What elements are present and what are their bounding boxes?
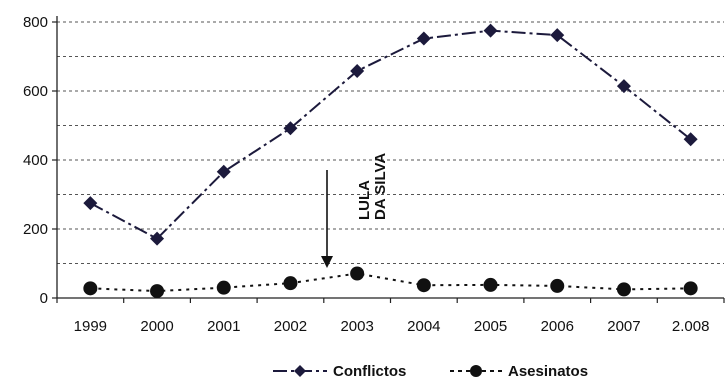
data-point-diamond [416,31,431,46]
x-tick-label: 1999 [74,318,107,335]
legend-marker-diamond [294,365,306,377]
x-tick-label: 2001 [207,318,240,335]
legend-label-asesinatos: Asesinatos [508,363,588,379]
y-tick-label: 400 [23,152,48,169]
x-tick-label: 2007 [607,318,640,335]
data-point-circle [83,281,98,296]
legend-item-conflictos: Conflictos [273,363,406,379]
x-tick-label: 2006 [541,318,574,335]
annotation-arrowhead [321,256,333,268]
x-tick-label: 2003 [340,318,373,335]
series-line-conflictos [89,29,692,240]
data-point-circle [483,277,498,292]
y-tick-label: 800 [23,14,48,31]
x-tick-label: 2.008 [672,318,710,335]
data-point-diamond [350,63,365,78]
x-tick-label: 2005 [474,318,507,335]
y-tick-label: 600 [23,83,48,100]
data-point-circle [683,281,698,296]
legend: Conflictos Asesinatos [273,363,588,379]
axes: 0 200 400 600 800 1999 2000 2001 2002 2003 2004 200… [23,14,725,335]
data-point-circle [550,278,565,293]
legend-item-asesinatos: Asesinatos [450,363,588,379]
series-line-asesinatos [90,272,691,293]
annotation-label-line-2: DA SILVA [372,153,389,220]
data-point-circle [416,278,431,293]
data-point-diamond [216,164,231,179]
x-tick-label: 2002 [274,318,307,335]
legend-marker-circle [470,365,482,377]
data-point-circle [150,284,165,299]
data-point-diamond [150,231,165,246]
legend-label-conflictos: Conflictos [333,363,406,379]
data-point-circle [216,280,231,295]
data-point-diamond [283,121,298,136]
data-point-diamond [83,196,98,211]
data-point-circle [283,276,298,291]
grid-lines [57,21,724,264]
data-point-circle [616,282,631,297]
data-point-diamond [616,79,631,94]
series-layer [83,23,698,299]
data-point-diamond [550,28,565,43]
series-asesinatos [83,266,698,299]
y-tick-label: 0 [40,290,48,307]
x-tick-label: 2004 [407,318,440,335]
x-tick-label: 2000 [140,318,173,335]
data-point-circle [350,266,365,281]
series-conflictos [83,23,698,246]
data-point-diamond [683,132,698,147]
y-tick-label: 200 [23,221,48,238]
annotation-label-line-1: LULA [356,180,373,220]
data-point-diamond [483,23,498,38]
lula-da-silva-annotation: LULA DA SILVA [321,153,389,268]
